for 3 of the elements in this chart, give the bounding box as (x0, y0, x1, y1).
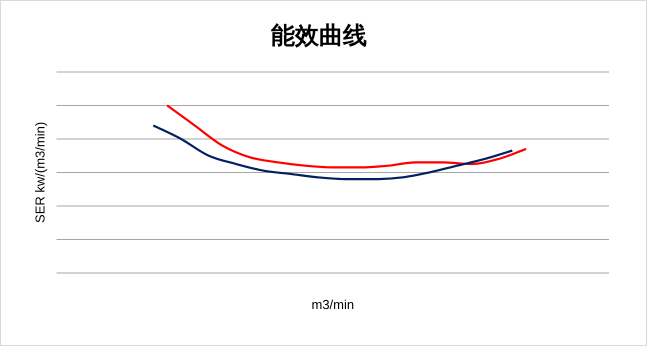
chart-title: 能效曲线 (271, 22, 367, 50)
y-axis-title: SER kw/(m3/min) (32, 122, 48, 223)
x-axis-title: m3/min (311, 296, 354, 312)
